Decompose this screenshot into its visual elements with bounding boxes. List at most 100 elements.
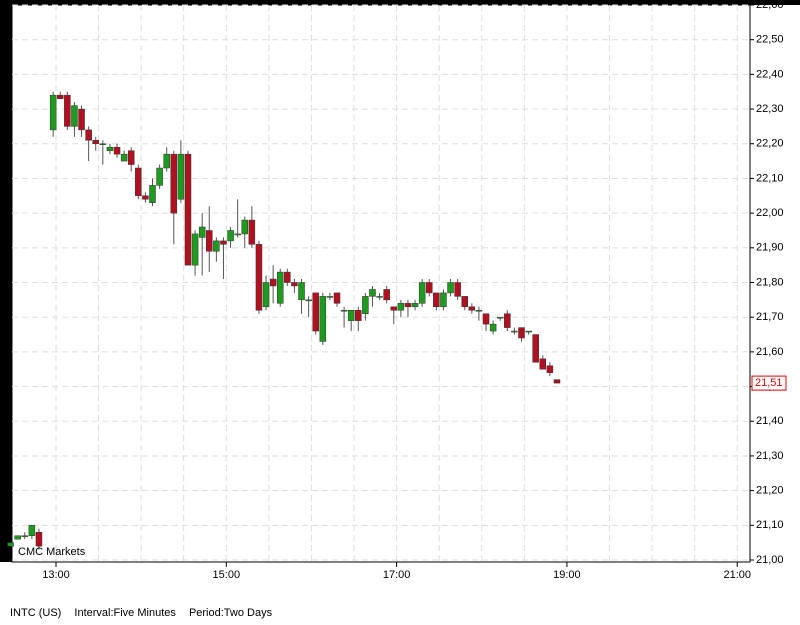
candle-body — [404, 303, 412, 308]
candle-body — [21, 535, 29, 537]
candle-body — [305, 299, 312, 302]
y-tick-label: 21,20 — [756, 485, 784, 497]
y-tick-label: 21,30 — [756, 450, 784, 462]
candle-body — [553, 379, 561, 384]
candle-body — [496, 316, 504, 319]
x-tick-label: 19:00 — [553, 569, 581, 581]
candle-body — [220, 240, 227, 245]
candle-body — [120, 153, 128, 162]
candle-body — [482, 313, 490, 325]
candle-body — [284, 271, 291, 283]
candle-body — [184, 153, 192, 266]
candle-body — [347, 310, 355, 321]
y-tick-label: 21,10 — [756, 519, 784, 531]
y-tick-label: 22,50 — [756, 34, 784, 46]
candle-body — [248, 219, 256, 245]
candle-body — [276, 271, 284, 304]
y-tick-label: 21,80 — [756, 276, 784, 288]
y-tick-label: 21,60 — [756, 346, 784, 358]
x-tick-label: 17:00 — [383, 569, 411, 581]
candle-body — [376, 296, 383, 298]
y-tick-label: 22,20 — [756, 138, 784, 150]
candle-body — [475, 310, 483, 312]
candle-body — [135, 167, 142, 197]
candle-body — [106, 146, 114, 151]
candle-body — [71, 105, 78, 127]
candle-body — [177, 153, 185, 200]
candle-body — [312, 292, 319, 332]
candle-body — [291, 282, 298, 287]
y-tick-label: 22,10 — [756, 172, 784, 184]
candle-body — [546, 365, 554, 373]
candle-body — [213, 240, 220, 252]
candle-body — [7, 542, 14, 547]
period: Period:Two Days — [188, 607, 273, 619]
candle-body — [532, 334, 539, 363]
candle-body — [234, 233, 241, 236]
candle-body — [127, 150, 135, 165]
candle-body — [191, 233, 199, 266]
footer: INTC (US) Interval:Five Minutes Period:T… — [10, 607, 282, 619]
candle-body — [326, 296, 334, 298]
y-tick-label: 21,70 — [756, 311, 784, 323]
candle-body — [362, 296, 369, 314]
candle-body — [333, 292, 341, 304]
candle-body — [28, 525, 36, 536]
candle-body — [14, 535, 21, 540]
candle-body — [170, 153, 178, 214]
candle-body — [461, 296, 468, 308]
candle-body — [433, 292, 440, 308]
candle-body — [539, 358, 547, 370]
candle-body — [369, 289, 376, 297]
x-tick-label: 21:00 — [723, 569, 751, 581]
y-tick-label: 21,00 — [756, 554, 784, 566]
candle-body — [504, 313, 511, 328]
candle-body — [447, 282, 454, 294]
y-tick-label: 21,90 — [756, 242, 784, 254]
candle-body — [142, 195, 149, 200]
last-price-box — [751, 375, 787, 391]
source-label: CMC Markets — [18, 546, 86, 558]
candle-body — [156, 167, 163, 186]
candle-body — [35, 532, 43, 547]
candle-body — [149, 185, 156, 203]
candle-body — [241, 219, 249, 235]
y-tick-label: 22,30 — [756, 103, 784, 115]
candle-body — [57, 94, 64, 99]
top-frame — [0, 0, 800, 5]
candle-body — [411, 303, 419, 308]
candle-body — [319, 296, 327, 342]
candle-body — [518, 327, 525, 339]
candle-body — [489, 323, 497, 332]
candle-body — [426, 282, 433, 294]
candle-body — [92, 140, 99, 144]
y-tick-label: 22,00 — [756, 207, 784, 219]
candle-body — [49, 94, 57, 131]
x-tick-label: 15:00 — [213, 569, 241, 581]
interval: Interval:Five Minutes — [74, 607, 176, 619]
candle-body — [468, 306, 476, 311]
candle-body — [269, 278, 277, 287]
y-tick-label: 22,40 — [756, 68, 784, 80]
candle-body — [113, 146, 121, 155]
symbol: INTC (US) — [10, 607, 62, 619]
candle-body — [511, 330, 518, 333]
candle-body — [64, 94, 71, 127]
plot-area — [11, 4, 751, 563]
candle-body — [418, 282, 426, 304]
last-price-label: 21,51 — [755, 377, 783, 389]
x-tick-label: 13:00 — [42, 569, 70, 581]
candle-body — [255, 244, 263, 311]
candle-body — [198, 226, 206, 238]
chart: 21,0021,1021,2021,3021,4021,5021,6021,70… — [0, 0, 800, 581]
candle-body — [454, 282, 461, 297]
candle-body — [206, 230, 213, 252]
left-frame — [0, 0, 12, 562]
candle-body — [99, 143, 107, 145]
candle-body — [298, 282, 305, 301]
candle-body — [163, 153, 170, 169]
candle-body — [390, 306, 398, 311]
candle-body — [383, 289, 390, 301]
candle-body — [440, 292, 447, 308]
candle-body — [262, 282, 270, 308]
